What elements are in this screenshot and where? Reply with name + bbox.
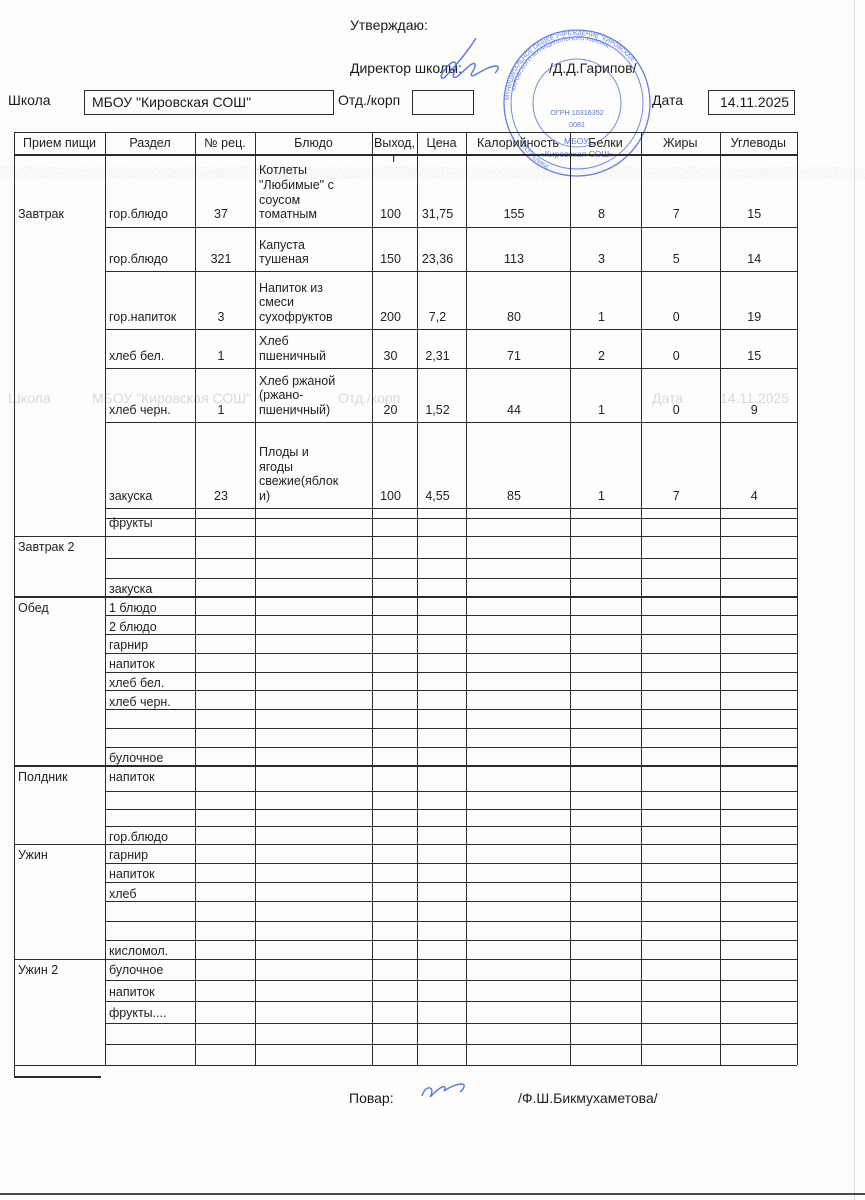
svg-text:ОГРН 10316352: ОГРН 10316352 bbox=[550, 108, 603, 117]
svg-text:0081: 0081 bbox=[569, 120, 585, 129]
svg-text:КИРОВСКОГО МУНИЦИПАЛЬНОГО РАЙО: КИРОВСКОГО МУНИЦИПАЛЬНОГО РАЙОНА bbox=[511, 36, 610, 92]
